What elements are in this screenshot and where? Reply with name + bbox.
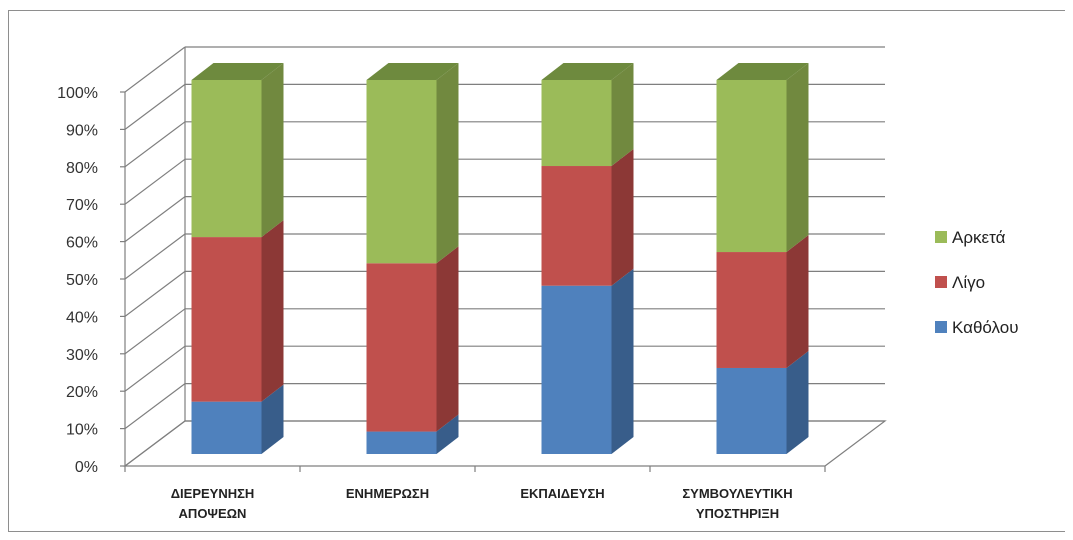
bar-segment-side xyxy=(786,235,809,368)
bar-segment-front xyxy=(366,80,437,264)
gridline-diagonal xyxy=(124,233,186,280)
y-tick-label: 40% xyxy=(66,309,98,326)
x-category-label: ΑΠΟΨΕΩΝ xyxy=(179,506,247,521)
y-tick-label: 90% xyxy=(66,122,98,139)
gridline-diagonal xyxy=(124,158,186,205)
bar-segment-side xyxy=(436,63,459,264)
legend: Αρκετά Λίγο Καθόλου xyxy=(935,228,1019,337)
y-axis-tick-labels: 0% 10% 20% 30% 40% 50% 60% 70% 80% 90% 100% xyxy=(57,85,98,476)
legend-swatch xyxy=(935,231,947,243)
bar-segment-side xyxy=(261,384,284,454)
bar-segment-front xyxy=(191,237,262,402)
bar-segment-front xyxy=(541,166,612,286)
gridline-diagonal xyxy=(124,46,186,93)
legend-swatch xyxy=(935,276,947,288)
x-category-label: ΕΝΗΜΕΡΩΣΗ xyxy=(346,486,429,501)
bar-segment-front xyxy=(541,285,612,454)
y-tick-label: 50% xyxy=(66,272,98,289)
x-axis-category-labels: ΔΙΕΡΕΥΝΗΣΗ ΑΠΟΨΕΩΝ ΕΝΗΜΕΡΩΣΗ ΕΚΠΑΙΔΕΥΣΗ ΣΥΜΒ… xyxy=(171,486,793,521)
bar-segment-side xyxy=(611,268,634,454)
bar-segment-side xyxy=(611,149,634,286)
gridline-diagonal xyxy=(124,383,186,430)
legend-label: Καθόλου xyxy=(952,318,1019,337)
bar-segment-side xyxy=(786,63,809,253)
bar-segment-front xyxy=(716,252,787,368)
bar-segment-front xyxy=(191,80,262,238)
y-tick-label: 80% xyxy=(66,160,98,177)
gridline-diagonal xyxy=(124,121,186,168)
axes xyxy=(120,47,887,472)
y-tick-label: 10% xyxy=(66,422,98,439)
x-category-label: ΕΚΠΑΙΔΕΥΣΗ xyxy=(520,486,604,501)
bar-segment-front xyxy=(191,401,262,454)
bar-segment-side xyxy=(436,414,459,454)
bar-top xyxy=(541,63,634,80)
gridline-diagonal xyxy=(124,345,186,392)
x-category-label: ΥΠΟΣΤΗΡΙΞΗ xyxy=(696,506,779,521)
y-tick-label: 70% xyxy=(66,197,98,214)
bar-top xyxy=(366,63,459,80)
bar-segment-side xyxy=(436,246,459,432)
bar-segment-side xyxy=(261,63,284,238)
y-tick-label: 20% xyxy=(66,384,98,401)
bar-segment-front xyxy=(366,431,437,454)
bar-top xyxy=(191,63,284,80)
y-tick-label: 0% xyxy=(75,459,98,476)
x-category-label: ΣΥΜΒΟΥΛΕΥΤΙΚΗ xyxy=(682,486,792,501)
y-tick-label: 60% xyxy=(66,235,98,252)
legend-swatch xyxy=(935,321,947,333)
gridline-diagonal xyxy=(124,270,186,317)
bar-segment-front xyxy=(716,367,787,454)
gridline-diagonal xyxy=(124,196,186,243)
x-category-label: ΔΙΕΡΕΥΝΗΣΗ xyxy=(171,486,255,501)
legend-label: Λίγο xyxy=(952,273,985,292)
gridline-diagonal xyxy=(124,308,186,355)
legend-label: Αρκετά xyxy=(952,228,1006,247)
bar-segment-side xyxy=(786,350,809,454)
y-tick-label: 30% xyxy=(66,347,98,364)
bar-segment-front xyxy=(716,80,787,253)
gridline-diagonal xyxy=(124,83,186,130)
floor xyxy=(123,420,887,467)
y-tick-label: 100% xyxy=(57,85,98,102)
bar-top xyxy=(716,63,809,80)
bar-segment-side xyxy=(261,220,284,402)
bar-segment-front xyxy=(366,263,437,432)
bars xyxy=(191,63,809,454)
bar-segment-side xyxy=(611,63,634,167)
bar-segment-front xyxy=(541,80,612,167)
